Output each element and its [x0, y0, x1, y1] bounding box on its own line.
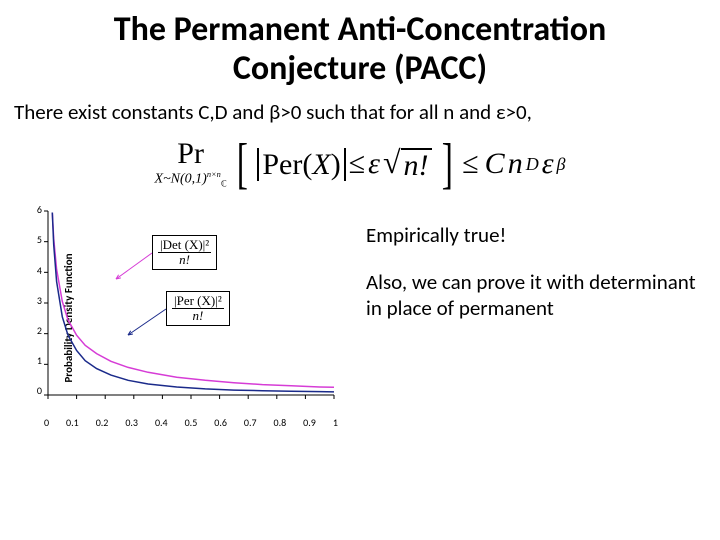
title-line-1: The Permanent Anti-Concentration [114, 9, 607, 50]
formula-rhs: CnDεβ [485, 147, 566, 181]
formula-lhs: Per(X) ≤ ε √ n! [257, 147, 431, 181]
per-curve-label: |Per (X)|² n! [166, 291, 230, 325]
lower-region: Probability Density Function 6543210 00.… [0, 197, 720, 433]
pr-symbol: Pr [177, 139, 204, 169]
abs-per-x: Per(X) [257, 148, 345, 181]
pr-subscript: X~N(0,1)n×nℂ [155, 169, 227, 189]
sqrt-n-fact: √ n! [383, 148, 432, 182]
y-ticks: 6543210 [28, 203, 42, 397]
right-commentary: Empirically true! Also, we can prove it … [366, 203, 700, 343]
eps: ε [368, 147, 380, 181]
pdf-chart: Probability Density Function 6543210 00.… [8, 203, 348, 433]
le-1: ≤ [349, 147, 365, 181]
subtitle-text: There exist constants C,D and β>0 such t… [0, 96, 720, 135]
x-ticks: 00.10.20.30.40.50.60.70.80.91 [44, 416, 338, 429]
det-curve-label: |Det (X)|² n! [152, 235, 217, 269]
le-2: ≤ [462, 147, 478, 181]
formula: Pr X~N(0,1)n×nℂ [ Per(X) ≤ ε √ n! ] ≤ Cn… [0, 135, 720, 197]
right-bracket: ] [441, 142, 452, 187]
left-bracket: [ [236, 142, 247, 187]
empirically-true: Empirically true! [366, 223, 700, 248]
title-line-2: Conjecture (PACC) [233, 48, 487, 89]
pr-operator: Pr X~N(0,1)n×nℂ [155, 139, 227, 189]
determinant-remark: Also, we can prove it with determinant i… [366, 270, 700, 320]
slide-title: The Permanent Anti-Concentration Conject… [0, 0, 720, 96]
